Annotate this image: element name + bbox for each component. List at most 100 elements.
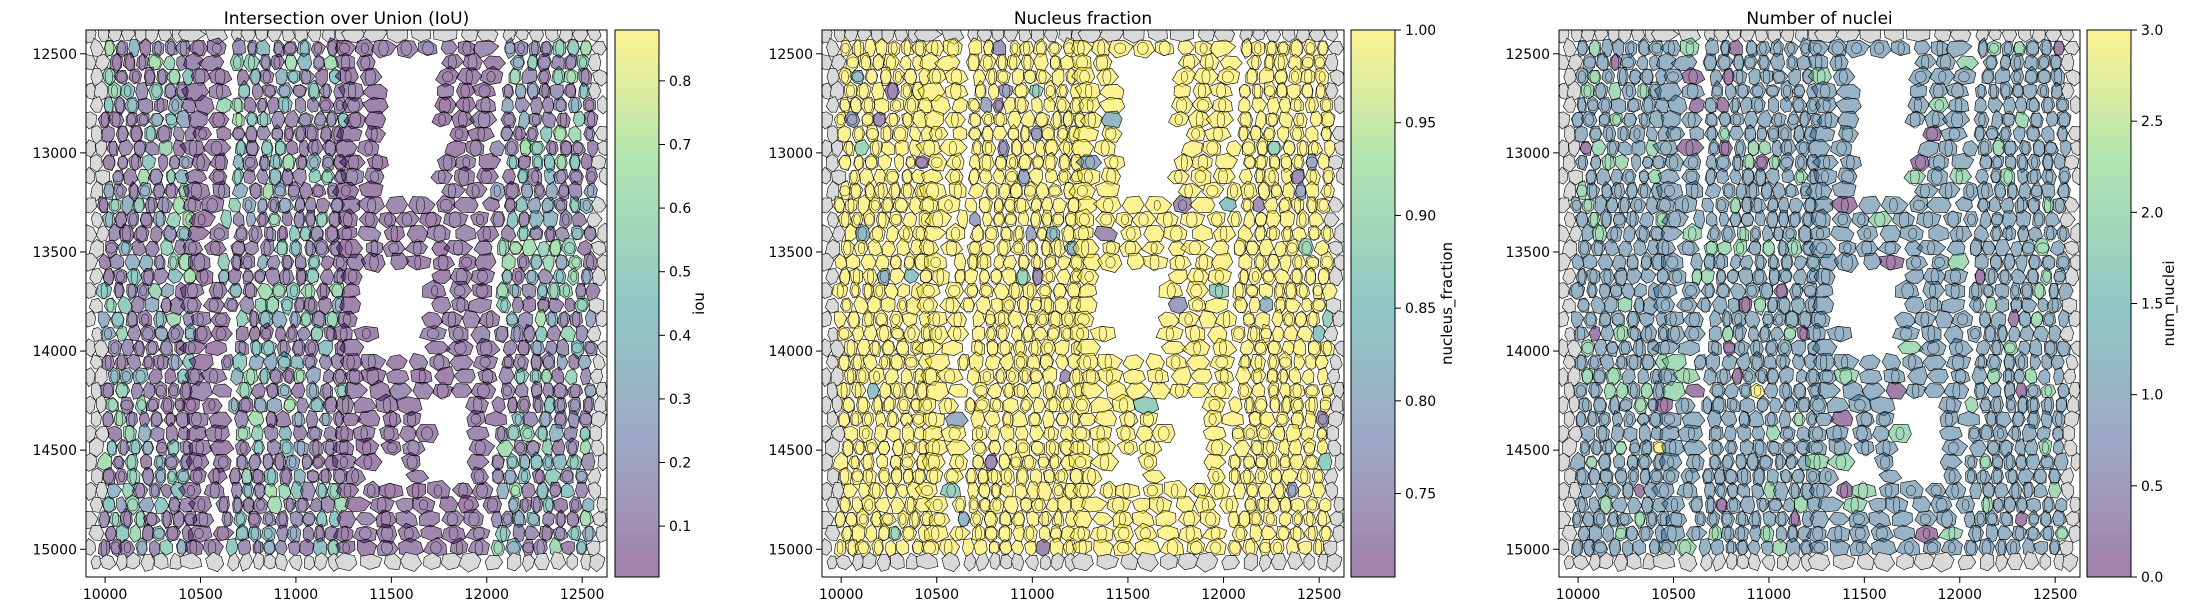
cell [188, 252, 211, 273]
nucleus [1601, 211, 1611, 228]
cell [1033, 326, 1049, 342]
cell [1955, 55, 1979, 71]
cell [410, 367, 433, 385]
cell [1315, 82, 1327, 100]
cell [128, 438, 143, 456]
nucleus [322, 157, 334, 168]
colorbar-gradient [615, 30, 659, 577]
nucleus [1754, 269, 1765, 284]
nucleus [906, 496, 915, 513]
cell [341, 96, 364, 114]
cell [508, 67, 522, 85]
cell [544, 30, 559, 43]
nucleus [1057, 128, 1068, 140]
cell [356, 53, 376, 72]
nucleus [982, 55, 993, 70]
nucleus [139, 285, 147, 297]
cell [107, 30, 123, 43]
nucleus [320, 99, 331, 111]
nucleus [902, 112, 913, 127]
cell [881, 30, 896, 45]
cell [1324, 481, 1338, 501]
cell [981, 140, 997, 157]
nucleus [2026, 41, 2039, 56]
cell [228, 267, 242, 287]
cell [539, 125, 553, 144]
cell [881, 339, 896, 356]
nucleus [865, 469, 873, 484]
nucleus [923, 298, 934, 312]
cell [255, 125, 272, 141]
cell [414, 424, 439, 443]
nucleus [1736, 141, 1744, 155]
nucleus [171, 99, 179, 112]
cell [1248, 411, 1262, 427]
nucleus [993, 213, 1004, 226]
cell [938, 398, 959, 414]
cell [157, 153, 168, 173]
cell [503, 198, 518, 213]
nucleus [1712, 85, 1723, 97]
cell [480, 65, 504, 86]
nucleus [1174, 114, 1183, 126]
cell [254, 268, 266, 285]
cell [1634, 283, 1647, 298]
cell [1213, 30, 1236, 42]
nucleus [853, 213, 861, 226]
cell [1052, 283, 1067, 301]
cell [209, 152, 229, 171]
nucleus [1704, 54, 1717, 71]
cell [1740, 30, 1756, 42]
nucleus [843, 396, 855, 414]
cell [826, 410, 838, 429]
nucleus [836, 283, 844, 299]
nucleus [1191, 128, 1200, 140]
nucleus [439, 199, 453, 212]
cell [496, 482, 510, 500]
nucleus [1668, 155, 1679, 170]
nucleus [1021, 369, 1029, 384]
cell [585, 308, 596, 329]
cell [864, 438, 879, 456]
cell [591, 154, 607, 170]
nucleus [522, 428, 533, 439]
nucleus [310, 397, 323, 413]
cell [1581, 223, 1594, 242]
nucleus [486, 71, 496, 83]
nucleus [963, 296, 974, 314]
cell [874, 422, 887, 443]
cell [994, 309, 1010, 330]
nucleus [346, 354, 355, 370]
nucleus [389, 411, 398, 427]
cell [2070, 222, 2080, 243]
nucleus [1944, 182, 1953, 200]
cell [1263, 511, 1277, 527]
cell [1034, 140, 1046, 158]
cell [992, 125, 1008, 141]
cell [928, 125, 949, 141]
cell [999, 182, 1010, 201]
nucleus [875, 284, 884, 297]
nucleus [360, 42, 369, 54]
cell [1974, 268, 1986, 285]
cell [294, 440, 309, 457]
nucleus [1114, 42, 1126, 54]
nucleus [506, 141, 517, 155]
nucleus [148, 54, 161, 71]
cell [1838, 125, 1859, 143]
cell [1287, 438, 1303, 457]
nucleus [322, 412, 330, 426]
cell [247, 410, 265, 429]
nucleus [534, 397, 542, 413]
nucleus [148, 398, 158, 412]
cell [1970, 237, 1983, 257]
cell [1333, 254, 1344, 272]
nucleus [121, 370, 131, 382]
nucleus [1264, 85, 1275, 97]
nucleus [1837, 213, 1848, 226]
nucleus [496, 325, 508, 342]
cell [240, 252, 256, 270]
cell [1594, 194, 1608, 216]
nucleus [1052, 110, 1061, 129]
cell [1233, 482, 1246, 500]
